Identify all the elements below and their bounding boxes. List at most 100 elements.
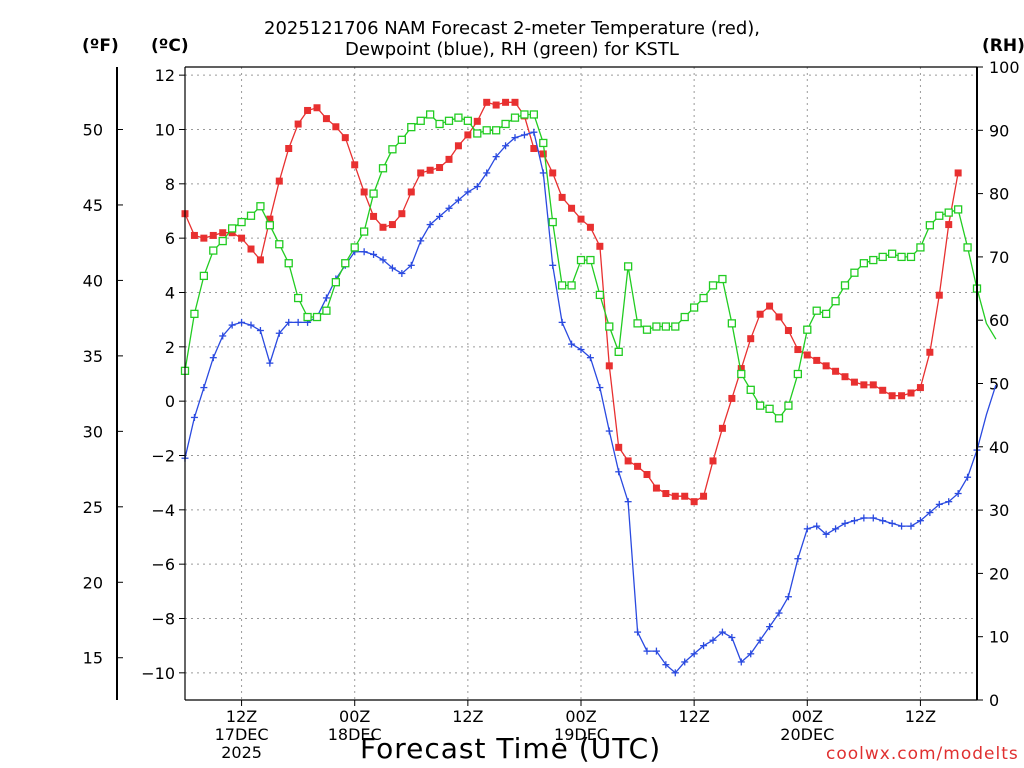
dewpoint-point <box>530 128 538 136</box>
temperature-point <box>850 378 858 386</box>
temperature-point <box>341 134 349 142</box>
temperature-point <box>945 221 953 229</box>
rh-point <box>755 401 765 410</box>
dewpoint-point <box>294 318 302 326</box>
temperature-point <box>935 291 943 299</box>
dewpoint-point <box>558 318 566 326</box>
rh-point <box>293 293 303 303</box>
rh-point <box>661 322 671 331</box>
temperature-point <box>388 221 396 229</box>
fahrenheit-tick-label: 35 <box>83 347 103 366</box>
rh-point <box>378 164 388 173</box>
rh-point <box>548 217 557 227</box>
rh-tick-label: 0 <box>989 691 999 710</box>
rh-point <box>265 221 275 230</box>
dewpoint-point <box>209 354 217 362</box>
x-tick-label: 12Z <box>452 707 483 726</box>
temperature-point <box>370 212 378 220</box>
celsius-tick-label: −4 <box>151 501 175 520</box>
dewpoint-point <box>464 188 472 196</box>
temperature-point <box>483 98 491 106</box>
rh-point <box>190 309 199 319</box>
source-credit: coolwx.com/modelts <box>826 744 1019 764</box>
rh-tick-label: 80 <box>989 185 1009 204</box>
rh-point <box>642 325 652 334</box>
temperature-point <box>266 215 274 223</box>
x-tick-label: 20DEC <box>780 725 834 744</box>
temperature-point <box>860 381 868 389</box>
celsius-tick-label: −2 <box>151 446 175 465</box>
series-line <box>184 113 997 420</box>
temperature-point <box>681 492 689 500</box>
rh-point <box>520 110 529 119</box>
temperature-point <box>615 443 623 451</box>
dewpoint-point <box>898 522 906 530</box>
dewpoint-point <box>322 294 330 302</box>
rh-point <box>812 306 821 315</box>
dewpoint-point <box>436 212 444 220</box>
rh-tick-label: 10 <box>989 628 1009 647</box>
rh-point <box>227 224 237 233</box>
rh-point <box>878 252 887 262</box>
rh-point <box>595 290 605 300</box>
temperature-point <box>275 177 283 185</box>
dewpoint-point <box>492 153 500 161</box>
dewpoint-point <box>615 468 623 476</box>
rh-point <box>897 252 906 262</box>
dewpoint-point <box>520 131 528 139</box>
celsius-tick-label: 2 <box>165 338 175 357</box>
rh-point <box>576 255 586 265</box>
rh-point <box>953 205 963 214</box>
rh-tick-label: 70 <box>989 248 1009 267</box>
dewpoint-point <box>690 650 698 658</box>
fahrenheit-axis-unit: (ºF) <box>82 36 119 56</box>
temperature-point <box>709 457 717 465</box>
dewpoint-point <box>869 514 877 522</box>
dewpoint-point <box>737 658 745 666</box>
rh-point <box>765 404 774 413</box>
temperature-point <box>351 161 359 169</box>
dewpoint-point <box>964 473 972 481</box>
x-tick-label: 18DEC <box>328 725 382 744</box>
rh-point <box>586 255 595 265</box>
celsius-tick-label: 6 <box>165 229 175 248</box>
temperature-point <box>294 120 302 128</box>
temperature-point <box>219 229 227 237</box>
temperature-point <box>671 492 679 500</box>
temperature-point <box>379 223 387 231</box>
dewpoint-point <box>247 321 255 329</box>
temperature-point <box>916 384 924 392</box>
dewpoint-point <box>539 169 547 177</box>
dewpoint-point <box>794 555 802 563</box>
dewpoint-point <box>483 169 491 177</box>
temperature-point <box>605 362 613 370</box>
rh-point <box>322 306 331 315</box>
rh-point <box>350 243 359 252</box>
temperature-point <box>398 210 406 218</box>
rh-point <box>925 221 935 230</box>
dewpoint-point <box>700 642 708 650</box>
rh-point <box>916 243 925 252</box>
celsius-tick-label: 10 <box>155 120 175 139</box>
temperature-point <box>690 498 698 506</box>
temperature-point <box>209 231 217 239</box>
dewpoint-point <box>832 525 840 533</box>
dewpoint-point <box>624 498 632 506</box>
rh-point <box>491 126 501 135</box>
rh-tick-label: 50 <box>989 375 1009 394</box>
x-tick-label: 12Z <box>905 707 936 726</box>
x-tick-label: 12Z <box>678 707 709 726</box>
dewpoint-point <box>888 519 896 527</box>
rh-point <box>444 116 454 125</box>
dewpoint-point <box>935 500 943 508</box>
x-tick-label: 12Z <box>226 707 257 726</box>
rh-point <box>699 293 708 303</box>
temperature-point <box>464 131 472 139</box>
dewpoint-point <box>473 183 481 191</box>
dewpoint-point <box>577 346 585 354</box>
rh-point <box>944 208 953 217</box>
rh-point <box>859 259 869 268</box>
temperature-point <box>313 104 321 112</box>
temperature-point <box>822 362 830 370</box>
